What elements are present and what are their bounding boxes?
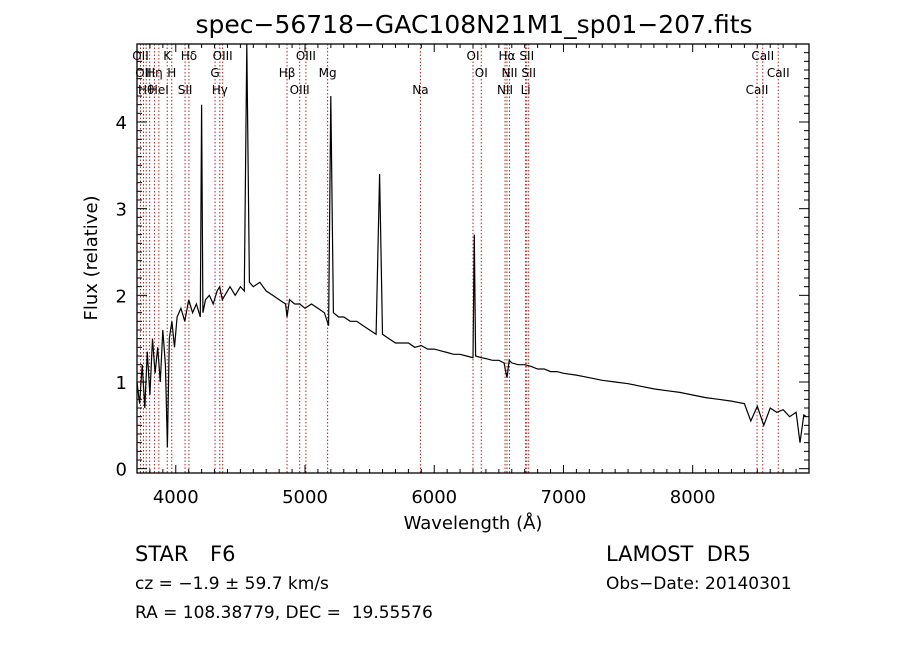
- reference-line-label: H: [167, 66, 176, 80]
- reference-line-label: K: [163, 49, 172, 63]
- reference-line-labels: OIIOIIHθHηHeIKHSIIHδGHγOIIIHβOIIIOIIIMgN…: [132, 49, 789, 97]
- reference-line-label: G: [210, 66, 219, 80]
- reference-line-label: SII: [519, 49, 534, 63]
- chart-title: spec−56718−GAC108N21M1_sp01−207.fits: [195, 10, 752, 39]
- x-tick-label: 8000: [670, 487, 716, 508]
- object-subclass: F6: [210, 542, 236, 566]
- reference-line-label: OIII: [290, 83, 310, 97]
- y-axis: 0 1 2 3 4: [116, 52, 809, 481]
- reference-line-label: Li: [521, 83, 531, 97]
- reference-line-label: OIII: [213, 49, 233, 63]
- ra-dec: RA = 108.38779, DEC = 19.55576: [135, 603, 433, 623]
- x-tick-label: 6000: [411, 487, 457, 508]
- reference-line-label: HeI: [149, 83, 169, 97]
- x-tick-label: 7000: [541, 487, 587, 508]
- reference-line-label: Hθ: [138, 83, 154, 97]
- reference-line-label: Hβ: [279, 66, 296, 80]
- x-axis-label: Wavelength (Å): [404, 512, 543, 534]
- reference-line-label: NII: [502, 66, 518, 80]
- reference-line-label: CaII: [751, 49, 774, 63]
- object-class: STAR: [135, 542, 189, 566]
- spectrum-line: [136, 43, 807, 448]
- reference-line-label: Hη: [146, 66, 163, 80]
- y-tick-label: 2: [116, 286, 127, 307]
- reference-lines: [139, 44, 779, 473]
- reference-line-label: SII: [521, 66, 536, 80]
- reference-line-label: Na: [412, 83, 428, 97]
- reference-line-label: Hα: [499, 49, 516, 63]
- x-tick-label: 5000: [282, 487, 328, 508]
- reference-line-label: NII: [497, 83, 513, 97]
- redshift-cz: cz = −1.9 ± 59.7 km/s: [135, 574, 329, 594]
- x-axis: 4000 5000 6000 7000 8000: [136, 44, 810, 508]
- reference-line-label: SII: [178, 83, 193, 97]
- reference-line-label: OI: [467, 49, 480, 63]
- reference-line-label: OIII: [296, 49, 316, 63]
- reference-line-label: Mg: [319, 66, 337, 80]
- survey-name: LAMOST DR5: [606, 542, 751, 566]
- reference-line-label: Hγ: [212, 83, 228, 97]
- observation-date: Obs−Date: 20140301: [606, 574, 792, 594]
- y-tick-label: 4: [116, 113, 127, 134]
- x-tick-label: 4000: [153, 487, 199, 508]
- y-tick-label: 1: [116, 373, 127, 394]
- reference-line-label: CaII: [746, 83, 769, 97]
- reference-line-label: CaII: [767, 66, 790, 80]
- reference-line-label: Hδ: [181, 49, 197, 63]
- reference-line-label: OI: [475, 66, 488, 80]
- y-tick-label: 0: [116, 460, 127, 481]
- y-axis-label: Flux (relative): [81, 195, 102, 320]
- y-tick-label: 3: [116, 200, 127, 221]
